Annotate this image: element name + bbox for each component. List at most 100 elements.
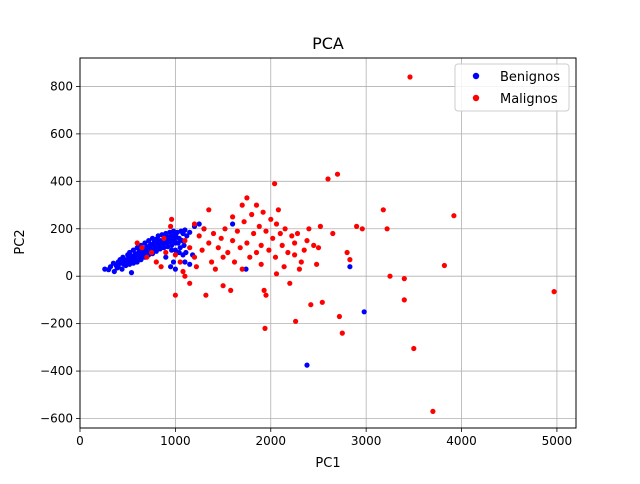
data-point-benignos (347, 264, 353, 270)
data-point-malignos (220, 283, 226, 289)
data-point-malignos (354, 223, 360, 229)
data-point-malignos (239, 202, 245, 208)
data-point-malignos (384, 226, 390, 232)
data-point-benignos (163, 254, 169, 260)
data-point-malignos (182, 273, 188, 279)
data-point-malignos (344, 249, 350, 256)
data-point-malignos (292, 252, 298, 258)
data-point-malignos (201, 226, 207, 232)
data-point-malignos (253, 249, 260, 256)
data-point-malignos (244, 195, 250, 201)
data-point-malignos (359, 226, 365, 232)
data-point-malignos (237, 245, 243, 251)
data-point-benignos (169, 242, 175, 248)
x-tick-label: 3000 (351, 434, 382, 448)
data-point-benignos (181, 242, 187, 248)
data-point-benignos (138, 257, 144, 263)
data-point-malignos (177, 259, 183, 265)
data-point-malignos (163, 249, 169, 256)
y-tick-label: 200 (50, 222, 73, 236)
legend-box (454, 63, 570, 112)
data-point-benignos (170, 259, 177, 265)
data-point-malignos (411, 345, 417, 352)
legend-marker-benignos (472, 72, 480, 80)
data-point-malignos (209, 259, 215, 265)
data-point-malignos (187, 280, 193, 286)
data-point-benignos (102, 266, 108, 272)
data-point-malignos (441, 262, 447, 269)
data-point-malignos (289, 233, 295, 239)
data-point-malignos (225, 249, 231, 256)
data-point-benignos (153, 248, 159, 254)
x-tick-label: 0 (76, 434, 84, 448)
data-point-malignos (275, 207, 281, 213)
data-point-malignos (270, 235, 276, 241)
data-point-malignos (239, 266, 245, 272)
data-point-malignos (277, 230, 283, 237)
data-point-malignos (296, 266, 302, 272)
data-point-malignos (263, 228, 269, 234)
data-point-malignos (317, 223, 323, 229)
data-point-malignos (169, 216, 175, 222)
data-point-malignos (294, 230, 301, 237)
data-point-malignos (241, 219, 247, 225)
data-point-malignos (293, 318, 299, 324)
data-point-benignos (187, 229, 193, 235)
data-point-malignos (215, 245, 221, 251)
data-point-malignos (334, 171, 341, 177)
data-point-benignos (230, 221, 236, 227)
y-tick-label: 800 (50, 79, 73, 93)
data-point-benignos (168, 264, 174, 270)
data-point-malignos (282, 226, 288, 232)
data-point-malignos (249, 211, 255, 218)
data-point-malignos (256, 223, 262, 229)
data-point-malignos (430, 408, 436, 414)
data-point-malignos (180, 268, 186, 275)
data-point-malignos (228, 287, 234, 293)
legend: Benignos Malignos (454, 63, 570, 112)
data-point-malignos (261, 287, 267, 293)
data-point-malignos (203, 292, 209, 298)
data-point-malignos (285, 249, 291, 256)
data-point-malignos (272, 181, 278, 187)
y-tick-label: −200 (40, 317, 73, 331)
data-point-malignos (244, 240, 250, 246)
data-point-malignos (218, 235, 224, 241)
data-point-malignos (222, 226, 228, 232)
data-point-malignos (161, 235, 167, 241)
data-point-malignos (292, 240, 298, 246)
data-point-benignos (107, 264, 114, 270)
data-point-benignos (196, 221, 202, 227)
data-point-malignos (380, 207, 386, 213)
data-point-malignos (315, 245, 322, 251)
data-point-malignos (451, 213, 457, 219)
data-point-malignos (347, 257, 353, 263)
data-point-malignos (298, 259, 304, 265)
data-point-malignos (168, 223, 174, 229)
data-point-benignos (361, 309, 367, 315)
data-point-malignos (153, 259, 159, 265)
data-point-benignos (176, 249, 182, 256)
data-point-malignos (234, 228, 240, 234)
data-point-malignos (306, 226, 312, 232)
data-point-malignos (253, 202, 260, 208)
y-tick-label: 0 (65, 269, 73, 283)
data-point-benignos (172, 247, 178, 253)
data-point-malignos (311, 242, 317, 248)
data-point-malignos (339, 330, 345, 336)
chart-title: PCA (312, 34, 344, 53)
data-point-malignos (287, 280, 293, 286)
data-point-benignos (119, 266, 125, 272)
data-point-malignos (387, 273, 393, 279)
data-point-malignos (304, 238, 310, 244)
data-point-malignos (230, 214, 236, 220)
data-point-benignos (114, 265, 120, 271)
data-point-malignos (247, 254, 253, 260)
data-point-malignos (139, 245, 145, 251)
data-point-malignos (407, 74, 413, 80)
x-tick-label: 2000 (255, 434, 286, 448)
data-point-benignos (161, 245, 167, 251)
data-point-malignos (263, 292, 269, 298)
legend-marker-malignos (472, 94, 480, 102)
